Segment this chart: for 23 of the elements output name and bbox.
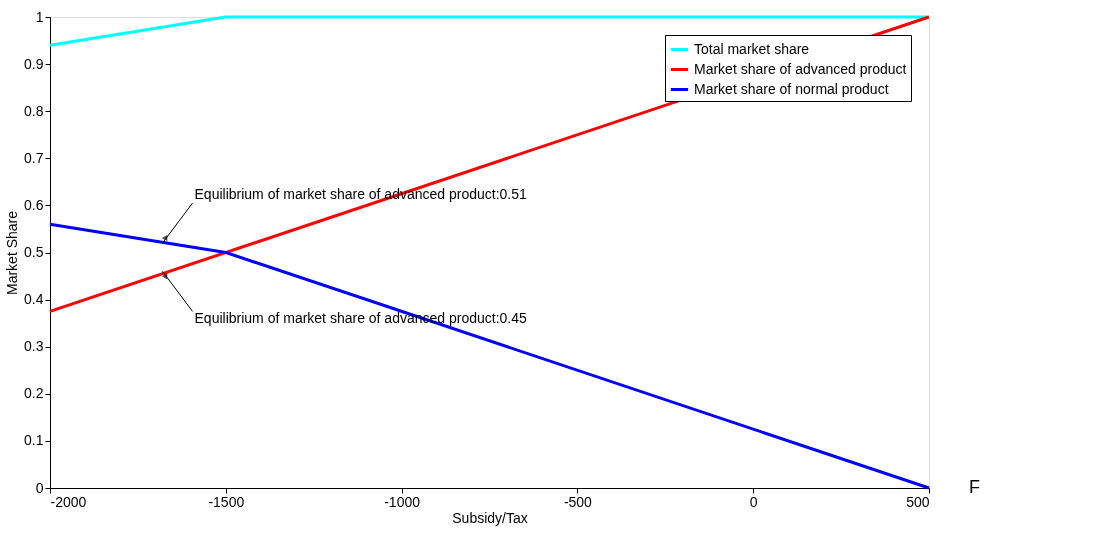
x-tick-label: -1500 xyxy=(208,493,245,510)
y-tick-label: 0.8 xyxy=(24,102,44,119)
x-tick-label: 0 xyxy=(749,493,758,510)
y-tick-label: 0.4 xyxy=(24,291,44,308)
y-tick-label: 0.3 xyxy=(24,338,44,355)
legend-label: Total market share xyxy=(694,40,810,57)
y-tick-label: 1 xyxy=(35,8,44,25)
y-tick-label: 0.6 xyxy=(24,196,44,213)
y-tick-label: 0 xyxy=(35,479,44,496)
text: F xyxy=(969,477,980,497)
y-axis-title: Market Share xyxy=(4,210,21,296)
y-tick-label: 0.2 xyxy=(24,385,44,402)
x-tick-label: 500 xyxy=(906,493,930,510)
legend-label: Market share of normal product xyxy=(694,80,889,97)
x-tick-label: -1000 xyxy=(384,493,421,510)
y-tick-label: 0.9 xyxy=(24,55,44,72)
y-tick-label: 0.7 xyxy=(24,149,44,166)
x-tick-label: -2000 xyxy=(50,493,87,510)
y-tick-label: 0.5 xyxy=(24,244,44,260)
x-axis-title: Subsidy/Tax xyxy=(452,509,528,526)
y-tick-label: 0.1 xyxy=(24,432,44,449)
legend-label: Market share of advanced product xyxy=(694,60,907,77)
x-tick-label: -500 xyxy=(563,493,593,510)
